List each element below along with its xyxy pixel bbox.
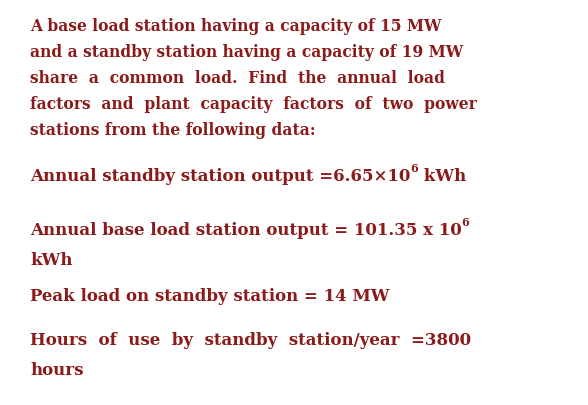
Text: kWh: kWh [418, 168, 466, 185]
Text: A base load station having a capacity of 15 MW: A base load station having a capacity of… [30, 18, 442, 35]
Text: hours: hours [30, 361, 83, 378]
Text: Annual standby station output =6.65×10: Annual standby station output =6.65×10 [30, 168, 410, 185]
Text: Hours  of  use  by  standby  station/year  =3800: Hours of use by standby station/year =38… [30, 331, 471, 348]
Text: share  a  common  load.  Find  the  annual  load: share a common load. Find the annual loa… [30, 70, 445, 87]
Text: factors  and  plant  capacity  factors  of  two  power: factors and plant capacity factors of tw… [30, 96, 477, 113]
Text: kWh: kWh [30, 252, 72, 269]
Text: Peak load on standby station = 14 MW: Peak load on standby station = 14 MW [30, 287, 389, 304]
Text: 6: 6 [462, 216, 469, 228]
Text: Annual base load station output = 101.35 x 10: Annual base load station output = 101.35… [30, 222, 462, 239]
Text: and a standby station having a capacity of 19 MW: and a standby station having a capacity … [30, 44, 463, 61]
Text: stations from the following data:: stations from the following data: [30, 122, 316, 139]
Text: 6: 6 [410, 162, 418, 174]
